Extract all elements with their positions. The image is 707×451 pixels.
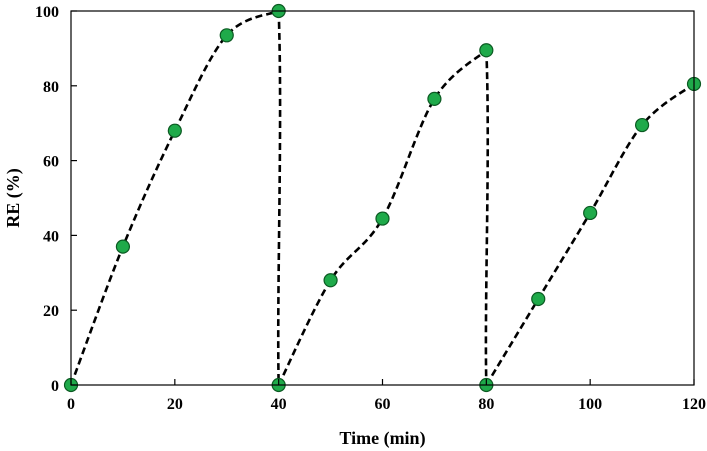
data-point bbox=[531, 291, 546, 307]
drop-line bbox=[276, 10, 282, 386]
data-point bbox=[583, 205, 598, 221]
x-axis-title: Time (min) bbox=[339, 428, 425, 449]
x-tick-label: 80 bbox=[478, 396, 494, 413]
data-point bbox=[323, 273, 338, 288]
series-line-segment bbox=[485, 82, 695, 386]
x-tick-label: 0 bbox=[67, 396, 75, 413]
y-tick-label: 0 bbox=[51, 378, 59, 395]
x-tick-label: 120 bbox=[682, 396, 706, 413]
x-tick-label: 20 bbox=[167, 396, 183, 413]
data-point bbox=[375, 211, 390, 226]
y-tick-label: 100 bbox=[35, 4, 59, 21]
data-point bbox=[219, 28, 234, 43]
data-point bbox=[167, 123, 182, 138]
data-point bbox=[427, 91, 442, 106]
y-tick-label: 60 bbox=[43, 154, 59, 171]
data-point bbox=[479, 43, 494, 58]
drop-line bbox=[484, 50, 490, 386]
y-axis-ticks: 0 20 40 60 80 100 bbox=[35, 4, 77, 395]
x-tick-label: 60 bbox=[375, 396, 391, 413]
dashed-curves bbox=[69, 9, 695, 386]
y-tick-label: 40 bbox=[43, 228, 59, 245]
x-axis-ticks: 0 20 40 60 80 100 120 bbox=[67, 379, 706, 413]
y-tick-label: 80 bbox=[43, 79, 59, 96]
y-axis-title: RE (%) bbox=[3, 168, 24, 228]
series-line-segment bbox=[277, 49, 488, 386]
data-point bbox=[634, 117, 650, 133]
data-point bbox=[115, 239, 131, 254]
x-tick-label: 40 bbox=[271, 396, 287, 413]
data-markers bbox=[63, 3, 702, 393]
y-tick-label: 20 bbox=[43, 303, 59, 320]
plot-frame bbox=[70, 10, 695, 386]
x-tick-label: 100 bbox=[578, 396, 602, 413]
series-line-segment bbox=[69, 9, 280, 386]
